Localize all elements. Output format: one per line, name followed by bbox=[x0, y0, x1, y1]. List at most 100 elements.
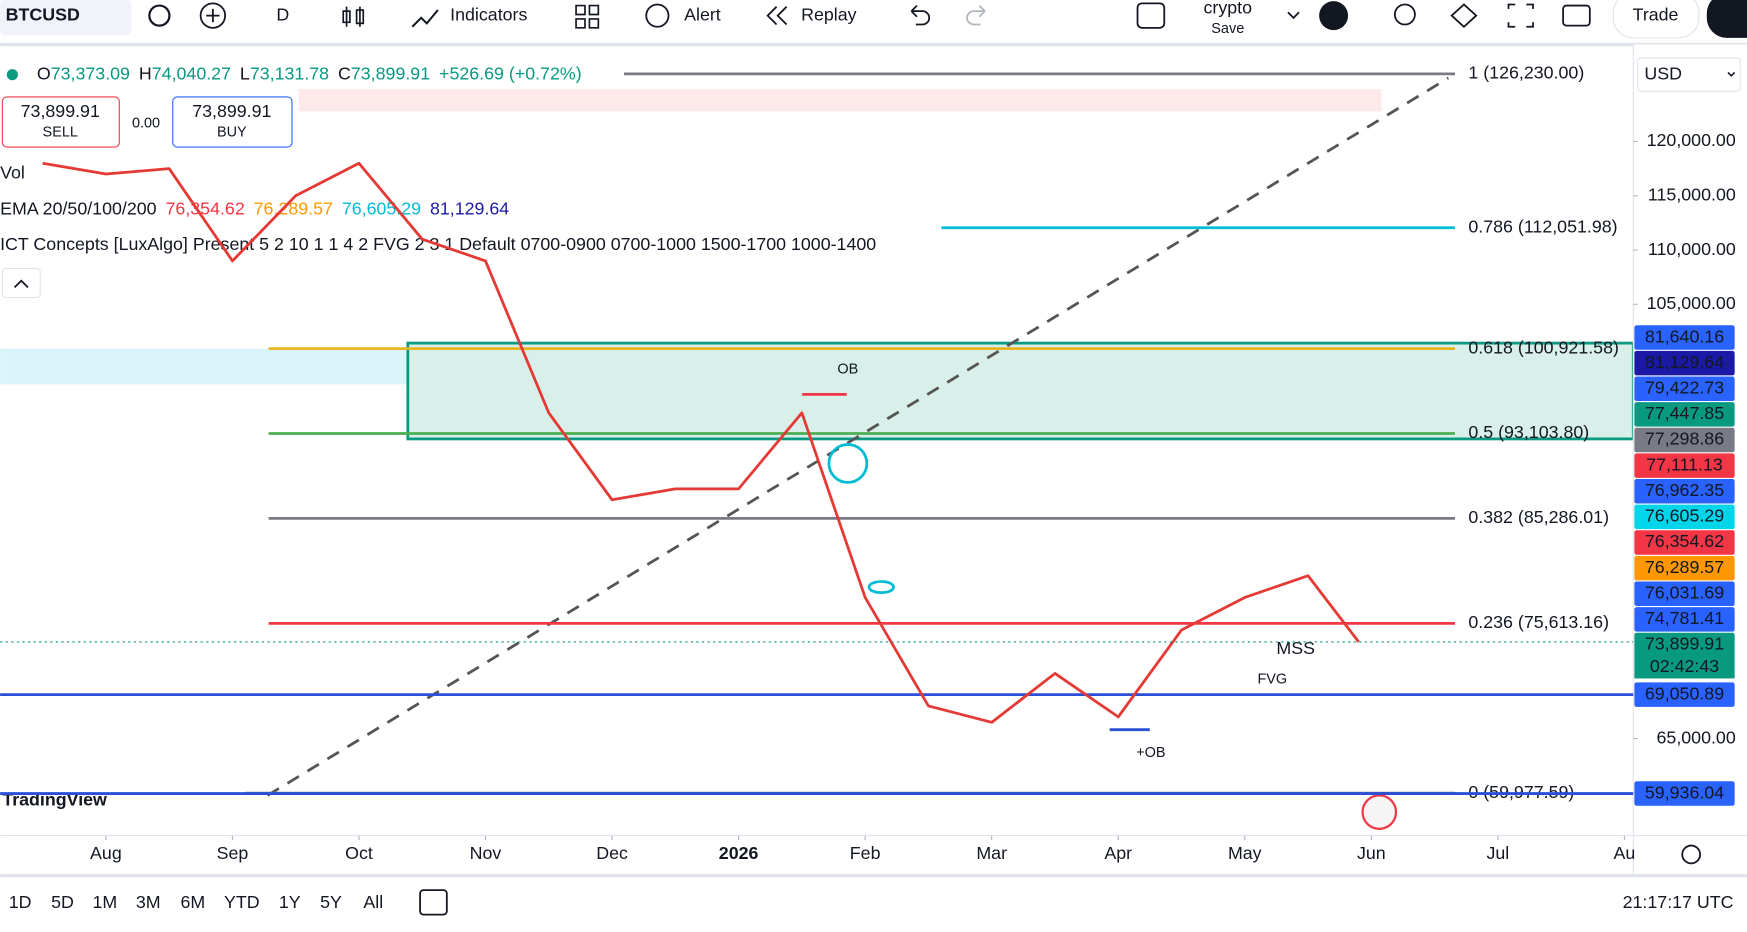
range-button[interactable]: 1M bbox=[92, 892, 117, 912]
currency[interactable]: USD bbox=[1644, 63, 1682, 83]
price-tag-label: 59,936.04 bbox=[1645, 782, 1724, 802]
x-tick-label: Sep bbox=[217, 843, 249, 863]
high-value: 74,040.27 bbox=[152, 63, 231, 83]
open-value: 73,373.09 bbox=[51, 63, 130, 83]
axis-settings[interactable] bbox=[1681, 844, 1702, 865]
price-tag-label: 81,129.64 bbox=[1645, 352, 1724, 372]
alert-icon bbox=[645, 3, 670, 28]
price-tag bbox=[1634, 632, 1735, 658]
avatar[interactable] bbox=[1319, 1, 1349, 31]
symbol-box[interactable] bbox=[0, 0, 132, 36]
buy-label: BUY bbox=[217, 124, 247, 140]
range-button[interactable]: 3M bbox=[136, 892, 161, 912]
replay-button[interactable]: Replay bbox=[801, 4, 857, 24]
price-tag-label: 76,354.62 bbox=[1645, 531, 1724, 551]
price-tag bbox=[1634, 555, 1735, 581]
y-tick-label: 120,000.00 bbox=[1647, 130, 1736, 150]
sell-button[interactable] bbox=[1, 96, 120, 148]
spread: 0.00 bbox=[132, 115, 160, 131]
price-tag bbox=[1634, 530, 1735, 555]
layout-icon[interactable] bbox=[1136, 2, 1166, 29]
price-tag-label: 77,298.86 bbox=[1645, 429, 1724, 449]
countdown-tag bbox=[1634, 656, 1735, 679]
x-tick-label: Dec bbox=[596, 843, 628, 863]
highlight-circle bbox=[867, 580, 895, 595]
price-tag-label: 81,640.16 bbox=[1645, 326, 1724, 346]
price-tag-label: 76,289.57 bbox=[1645, 557, 1724, 577]
range-button[interactable]: All bbox=[363, 892, 383, 912]
quick-search[interactable] bbox=[1393, 3, 1416, 26]
fib-label: 0 (59,977.59) bbox=[1468, 782, 1574, 802]
ema-value: 76,605.29 bbox=[342, 198, 421, 218]
add-symbol[interactable] bbox=[199, 2, 227, 29]
range-button[interactable]: 1Y bbox=[279, 892, 301, 912]
save-label[interactable]: Save bbox=[1211, 21, 1244, 37]
price-tag bbox=[1634, 682, 1735, 707]
close-label: C bbox=[338, 63, 351, 83]
bull-ob-label: +OB bbox=[1136, 745, 1165, 761]
range-button[interactable]: 1D bbox=[9, 892, 32, 912]
currency-select[interactable] bbox=[1637, 57, 1741, 92]
price-tag-label: 79,422.73 bbox=[1645, 378, 1724, 398]
alert-button[interactable]: Alert bbox=[684, 4, 721, 24]
order-block-zone bbox=[406, 341, 1635, 441]
y-tick-label: 110,000.00 bbox=[1648, 239, 1736, 259]
range-button[interactable]: 6M bbox=[180, 892, 205, 912]
templates-icon[interactable] bbox=[575, 4, 600, 29]
event-flag[interactable] bbox=[1361, 794, 1398, 830]
settings-icon[interactable] bbox=[1450, 3, 1478, 28]
snapshot-icon[interactable] bbox=[1562, 4, 1591, 27]
watch-icon[interactable] bbox=[148, 4, 171, 27]
interval[interactable]: D bbox=[276, 4, 289, 24]
date-range-icon[interactable] bbox=[419, 889, 448, 916]
collapse-legend[interactable] bbox=[1, 267, 41, 299]
y-tick-label: 105,000.00 bbox=[1647, 293, 1736, 313]
fib-label: 0.786 (112,051.98) bbox=[1468, 216, 1617, 236]
low-value: 73,131.78 bbox=[250, 63, 329, 83]
price-tag-label: 76,031.69 bbox=[1645, 582, 1724, 602]
chart-type-icon[interactable] bbox=[342, 6, 365, 27]
fib-label: 0.5 (93,103.80) bbox=[1468, 422, 1589, 442]
price-tag bbox=[1634, 376, 1735, 402]
toolbar bbox=[0, 0, 1747, 45]
volume-label: Vol bbox=[0, 162, 25, 182]
x-tick-label: Oct bbox=[345, 843, 373, 863]
ema-name: EMA 20/50/100/200 bbox=[0, 198, 157, 218]
price-tag bbox=[1634, 504, 1735, 530]
price-tag bbox=[1634, 781, 1735, 806]
price-tag bbox=[1634, 325, 1735, 350]
price-tag bbox=[1634, 427, 1735, 453]
price-tag bbox=[1634, 350, 1735, 376]
undo[interactable] bbox=[910, 4, 931, 26]
low-label: L bbox=[240, 63, 250, 83]
x-tick-label: Jun bbox=[1357, 843, 1386, 863]
range-button[interactable]: 5Y bbox=[320, 892, 342, 912]
symbol[interactable]: BTCUSD bbox=[6, 4, 80, 24]
currency-dropdown bbox=[1727, 71, 1736, 77]
range-button[interactable]: YTD bbox=[224, 892, 260, 912]
y-tick-label: 65,000.00 bbox=[1657, 727, 1736, 747]
fullscreen-icon[interactable] bbox=[1507, 3, 1534, 28]
x-tick-label: Mar bbox=[976, 843, 1007, 863]
layout-name[interactable]: crypto bbox=[1204, 0, 1253, 18]
x-tick-label: Jul bbox=[1486, 843, 1509, 863]
price-tag bbox=[1634, 453, 1735, 478]
layout-dropdown[interactable] bbox=[1287, 11, 1300, 20]
fib-label: 1 (126,230.00) bbox=[1468, 63, 1584, 83]
range-button[interactable]: 5D bbox=[51, 892, 74, 912]
price-tag bbox=[1634, 479, 1735, 504]
indicators-button[interactable]: Indicators bbox=[450, 4, 527, 24]
indicators-icon bbox=[411, 9, 439, 28]
redo[interactable] bbox=[966, 4, 986, 26]
fib-label: 0.382 (85,286.01) bbox=[1468, 507, 1609, 527]
sell-price: 73,899.91 bbox=[21, 101, 100, 121]
buy-button[interactable] bbox=[172, 96, 293, 148]
mss-label: MSS bbox=[1276, 638, 1315, 658]
trade-button[interactable] bbox=[1612, 0, 1700, 39]
x-tick-label: Feb bbox=[850, 843, 881, 863]
price-tag-label: 77,447.85 bbox=[1645, 403, 1724, 423]
high-label: H bbox=[139, 63, 152, 83]
x-tick-label: 2026 bbox=[719, 843, 759, 863]
publish-button[interactable] bbox=[1706, 0, 1747, 38]
